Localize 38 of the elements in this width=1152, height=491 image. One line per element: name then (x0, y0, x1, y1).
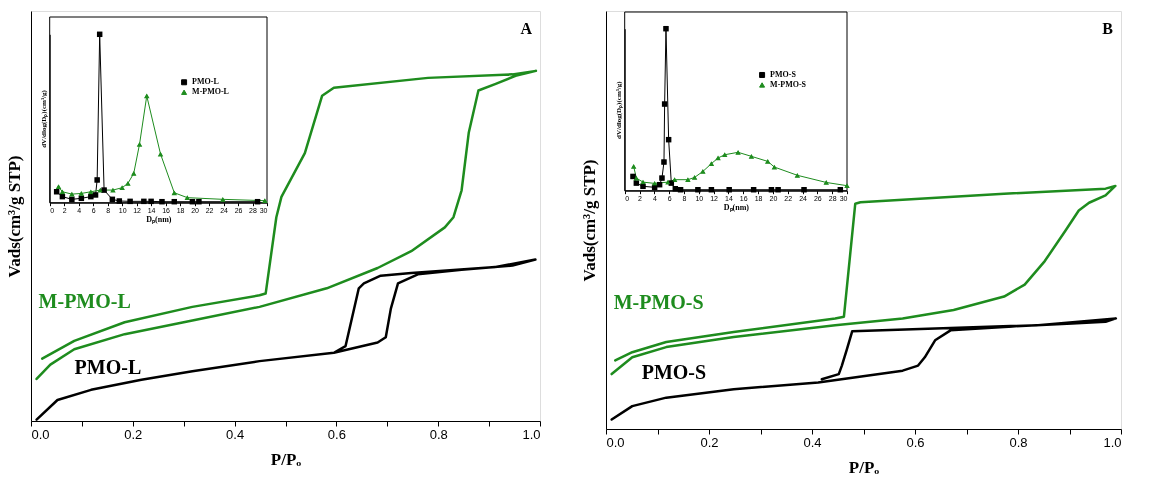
legend-label: M-PMO-L (192, 87, 229, 97)
x-tick-label: 0.0 (606, 434, 625, 450)
point (125, 180, 131, 186)
series-label: PMO-L (74, 355, 142, 378)
x-tick-label: 1.0 (522, 426, 541, 442)
series-label: M-PMO-L (38, 289, 131, 312)
series-label: M-PMO-S (613, 291, 704, 314)
legend-label: PMO-S (770, 69, 797, 79)
point (630, 173, 636, 180)
point (157, 151, 164, 157)
x-tick-label: 0.2 (700, 434, 719, 450)
x-axis-title: Dₚ(nm) (723, 203, 750, 214)
point (661, 159, 667, 165)
point (136, 141, 143, 147)
x-tick-label: 0.8 (429, 426, 448, 442)
point (735, 149, 741, 155)
series-label: PMO-S (641, 360, 707, 383)
x-tick-label: 0.4 (226, 426, 245, 442)
point (119, 185, 125, 191)
x-tick-label: 0.8 (1009, 434, 1028, 450)
point (92, 192, 99, 198)
point (685, 177, 691, 183)
x-tick-label: 0.4 (803, 434, 822, 450)
text: B (1102, 20, 1114, 37)
text: A (520, 20, 533, 37)
x-tick-label: 0.0 (31, 426, 50, 442)
x-tick-label: 1.0 (1103, 434, 1122, 450)
legend-label: M-PMO-S (770, 79, 807, 89)
x-axis-title: Dₚ(nm) (146, 215, 172, 226)
point (659, 175, 665, 181)
y-axis-title: Vads(cm³/g STP) (4, 155, 24, 278)
x-tick-label: 0.6 (327, 426, 346, 442)
x-axis-title: P/Pₒ (270, 449, 302, 469)
x-axis-title: P/Pₒ (848, 457, 880, 477)
legend-label: PMO-L (192, 77, 219, 87)
x-tick-label: 0.6 (906, 434, 925, 450)
x-tick-label: 0.2 (124, 426, 143, 442)
y-axis-title: Vads(cm³/g STP) (579, 159, 599, 282)
